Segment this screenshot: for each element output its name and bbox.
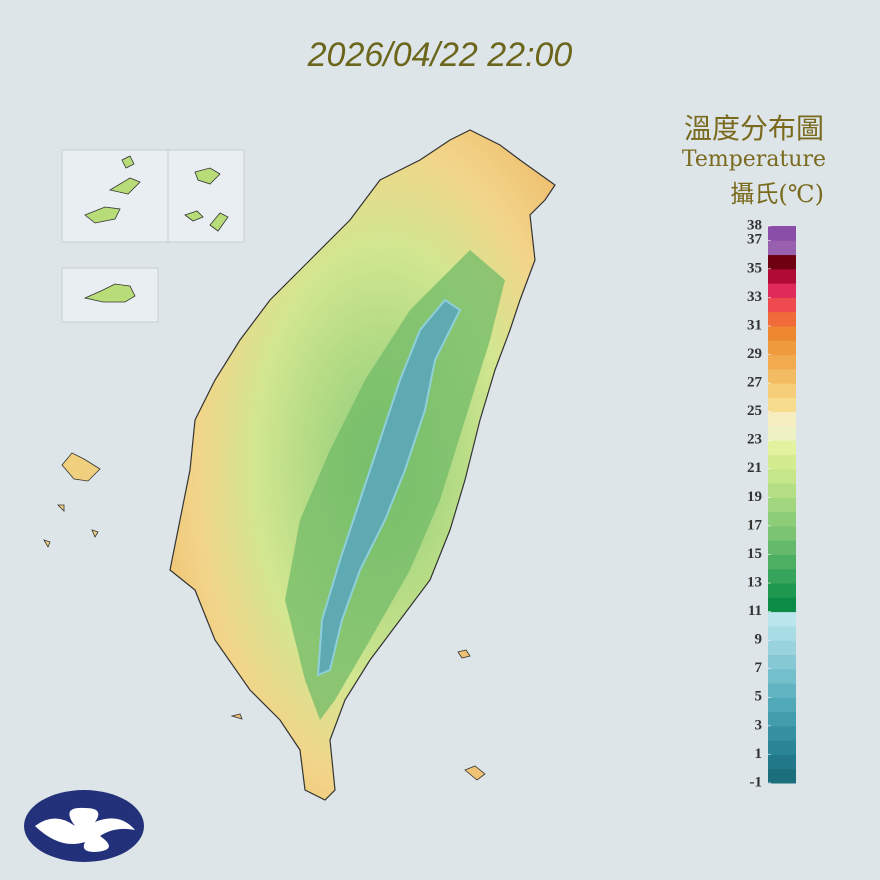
kinmen: [83, 283, 136, 303]
color-band: [768, 368, 796, 384]
color-band: [768, 740, 796, 755]
color-band: [768, 525, 796, 541]
color-band: [768, 568, 796, 584]
color-band: [768, 397, 796, 413]
tick-label: 27: [747, 375, 763, 391]
color-band: [768, 654, 796, 670]
tick-label: 1: [755, 746, 763, 762]
color-band: [768, 668, 796, 684]
tick-label: 9: [755, 632, 763, 648]
color-band: [768, 725, 796, 741]
color-band: [768, 425, 796, 441]
color-band: [768, 354, 796, 370]
tick-label: 35: [747, 260, 762, 276]
color-band: [768, 383, 796, 398]
color-band: [768, 226, 796, 241]
color-band: [768, 454, 796, 470]
tick-label: 38: [747, 217, 762, 233]
color-band: [768, 497, 796, 513]
color-band: [768, 468, 796, 484]
tick-label: 31: [747, 317, 762, 333]
tick-label: 19: [747, 489, 762, 505]
tick-label: 21: [747, 460, 762, 476]
tick-label: 33: [747, 289, 762, 305]
color-band: [768, 268, 796, 284]
tick-label: -1: [750, 774, 763, 790]
high-peaks: [316, 298, 462, 677]
tick-label: 37: [747, 232, 763, 248]
tick-label: 29: [747, 346, 762, 362]
tick-label: 25: [747, 403, 762, 419]
small-islands: [230, 649, 486, 781]
color-band: [768, 583, 796, 598]
tick-label: 23: [747, 432, 762, 448]
kinmen-matsu: [84, 155, 229, 232]
color-band: [768, 240, 796, 256]
tick-label: 5: [755, 689, 763, 705]
color-band: [768, 754, 796, 770]
color-band: [768, 511, 796, 527]
color-band: [768, 340, 796, 356]
color-band: [768, 697, 796, 713]
color-band: [768, 440, 796, 456]
color-band: [768, 625, 796, 641]
legend-subtitle: Temperature: [682, 147, 826, 172]
color-band: [768, 611, 796, 627]
tick-label: 13: [747, 574, 762, 590]
color-band: [768, 411, 796, 427]
tick-label: 3: [755, 717, 763, 733]
color-band: [768, 711, 796, 727]
tick-label: 15: [747, 546, 762, 562]
color-band: [768, 768, 796, 784]
color-band: [768, 597, 796, 613]
color-band: [768, 640, 796, 655]
legend-title: 溫度分布圖: [684, 112, 824, 145]
color-band: [768, 540, 796, 555]
color-band: [768, 683, 796, 698]
tick-label: 11: [748, 603, 762, 619]
datetime: 2026/04/22 22:00: [307, 36, 573, 74]
penghu: [43, 452, 101, 548]
color-band: [768, 483, 796, 498]
color-band: [768, 554, 796, 570]
color-band: [768, 311, 796, 327]
color-band: [768, 254, 796, 270]
color-band: [768, 325, 796, 341]
color-band: [768, 283, 796, 298]
legend-unit: 攝氏(℃): [730, 180, 824, 208]
tick-label: 7: [755, 660, 763, 676]
logo-mark: [35, 807, 135, 852]
tick-label: 17: [747, 517, 763, 533]
color-band: [768, 297, 796, 313]
